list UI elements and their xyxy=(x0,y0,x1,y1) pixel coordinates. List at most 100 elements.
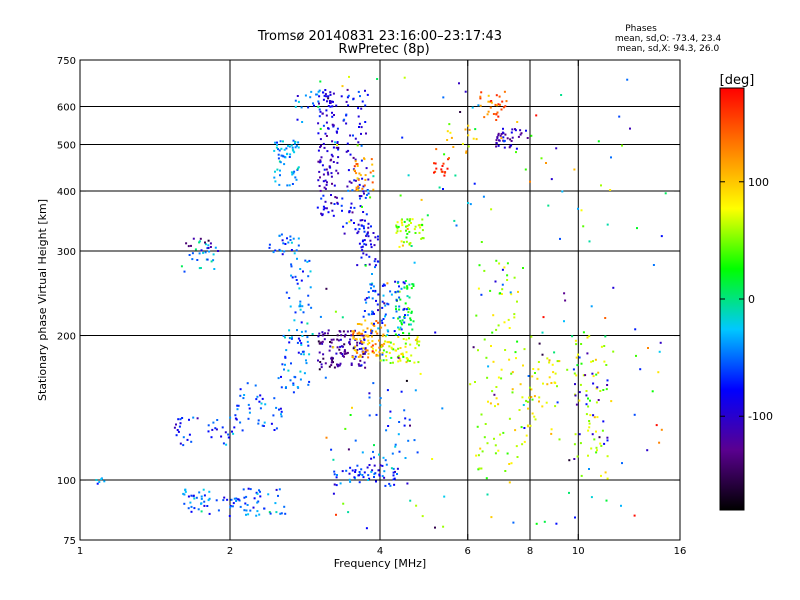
y-tick-label: 750 xyxy=(57,56,76,67)
data-point xyxy=(400,390,403,393)
data-point xyxy=(548,361,551,364)
data-point xyxy=(394,280,397,283)
data-point xyxy=(323,186,326,189)
data-point xyxy=(360,468,363,471)
data-point xyxy=(358,332,361,335)
data-point xyxy=(408,332,411,335)
data-point xyxy=(397,326,399,329)
data-point xyxy=(358,481,361,484)
data-point xyxy=(389,417,392,419)
data-point xyxy=(299,370,302,373)
data-point xyxy=(187,245,190,248)
data-point xyxy=(307,106,310,109)
data-point xyxy=(532,368,535,370)
data-point xyxy=(239,388,242,391)
data-point xyxy=(333,473,336,476)
data-point xyxy=(521,396,524,399)
data-point xyxy=(353,179,356,182)
data-point xyxy=(497,115,500,118)
data-point xyxy=(361,332,363,335)
data-point xyxy=(506,274,509,277)
data-point xyxy=(197,508,200,511)
data-point xyxy=(367,291,370,293)
data-point xyxy=(397,354,400,357)
data-point xyxy=(336,365,339,368)
data-point xyxy=(365,213,368,216)
data-point xyxy=(443,495,446,498)
data-point xyxy=(409,424,411,427)
data-point xyxy=(324,187,327,190)
data-point xyxy=(382,359,385,362)
data-point xyxy=(334,196,337,199)
data-point xyxy=(612,350,615,353)
data-point xyxy=(513,276,516,279)
data-point xyxy=(179,418,182,421)
data-point xyxy=(421,229,424,232)
data-point xyxy=(259,394,262,397)
data-point xyxy=(412,285,415,287)
data-point xyxy=(215,428,218,431)
data-point xyxy=(299,305,302,308)
data-point xyxy=(575,356,578,359)
data-point xyxy=(392,467,395,470)
data-point xyxy=(324,200,327,203)
data-point xyxy=(555,522,558,525)
data-point xyxy=(495,397,498,400)
data-point xyxy=(222,442,225,445)
data-point xyxy=(296,386,299,388)
data-point xyxy=(283,148,286,151)
data-point xyxy=(606,384,609,386)
data-point xyxy=(360,347,363,350)
data-point xyxy=(426,214,429,217)
data-point xyxy=(453,219,456,222)
data-point xyxy=(367,313,370,316)
data-point xyxy=(345,122,348,125)
data-point xyxy=(408,337,410,340)
data-point xyxy=(563,292,566,295)
data-point xyxy=(324,362,327,365)
data-point xyxy=(348,211,351,214)
data-point xyxy=(396,227,399,230)
data-point xyxy=(332,92,335,95)
data-point xyxy=(399,359,402,362)
data-point xyxy=(500,108,503,111)
data-point xyxy=(568,459,571,462)
data-point xyxy=(405,351,408,354)
data-point xyxy=(199,237,202,240)
data-point xyxy=(468,128,471,131)
data-point xyxy=(309,270,312,273)
data-point xyxy=(331,359,334,362)
data-point xyxy=(364,89,366,92)
data-point xyxy=(232,502,235,505)
data-point xyxy=(504,105,507,108)
data-point xyxy=(356,232,359,235)
data-point xyxy=(279,161,282,164)
data-point xyxy=(366,466,369,469)
data-point xyxy=(226,498,229,501)
data-point xyxy=(412,320,415,323)
data-point xyxy=(333,184,336,187)
data-point xyxy=(525,129,527,132)
data-point xyxy=(571,335,574,338)
data-point xyxy=(345,352,348,355)
data-point xyxy=(370,283,373,286)
data-point xyxy=(414,347,417,350)
data-point xyxy=(336,131,338,134)
data-point xyxy=(508,417,511,420)
data-point xyxy=(595,373,598,376)
data-point xyxy=(610,156,612,159)
data-point xyxy=(634,328,637,331)
data-point xyxy=(527,425,529,428)
data-point xyxy=(480,293,483,296)
data-point xyxy=(322,357,325,360)
data-point xyxy=(398,316,401,319)
data-point xyxy=(369,283,372,286)
data-point xyxy=(503,90,506,93)
data-point xyxy=(279,140,282,143)
data-point xyxy=(600,444,603,447)
data-point xyxy=(330,448,333,451)
data-point xyxy=(317,340,320,343)
data-point xyxy=(236,408,239,411)
data-point xyxy=(574,339,577,342)
data-point xyxy=(479,95,482,98)
